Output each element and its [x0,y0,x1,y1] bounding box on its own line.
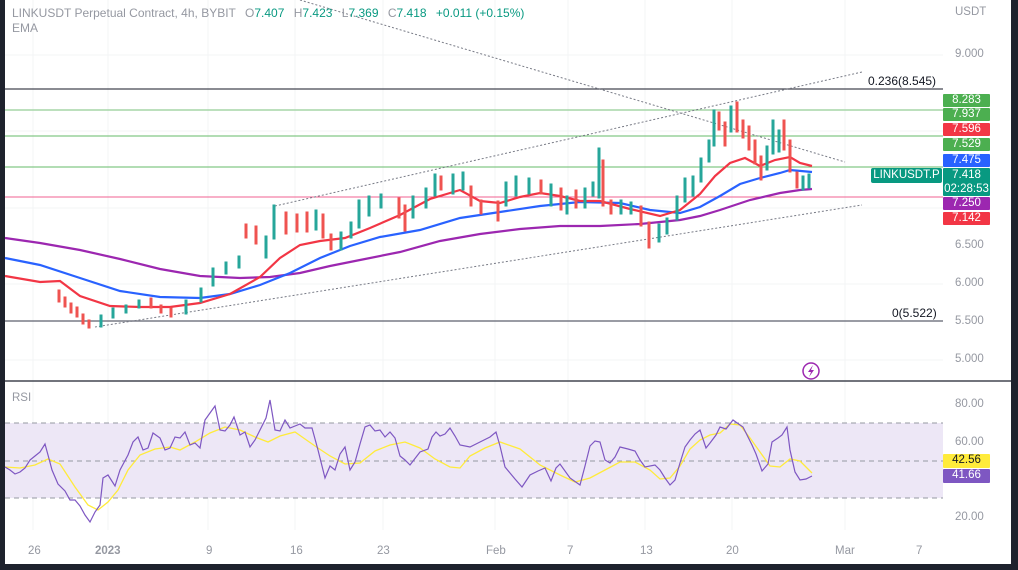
time-label: 7 [567,545,574,557]
flash-event-icon[interactable] [802,362,820,380]
time-label: 7 [916,545,923,557]
rsi-value-tag: 41.66 [943,469,990,483]
rsi-band-lines [5,422,943,499]
high-label: H [293,6,303,20]
ema-mid-line [4,168,813,300]
chart-legend: LINKUSDT Perpetual Contract, 4h, BYBIT O… [12,6,524,36]
indicator-label[interactable]: EMA [12,21,39,35]
ema-slow-line [4,187,813,280]
rsi-tick: 60.00 [955,436,984,448]
low-value: 7.369 [348,6,379,20]
last-price-value: 7.418 [952,169,981,181]
high-value: 7.423 [302,6,333,20]
last-price-tag: 7.418 02:28:53 [943,168,990,196]
candlesticks [57,101,811,329]
change-value: +0.011 (+0.15%) [435,6,525,20]
price-tick: 9.000 [955,48,984,60]
price-tag-7596: 7.596 [943,123,990,136]
time-label: Mar [835,545,855,557]
price-tag-7529: 7.529 [943,138,990,151]
price-tag-8283: 8.283 [943,94,990,107]
open-label: O [245,6,255,20]
rsi-tick: 20.00 [955,511,984,523]
time-label: Feb [486,545,506,557]
time-label: 23 [377,545,390,557]
rsi-ma-line [4,423,813,511]
price-tag-7475: 7.475 [943,154,990,167]
rsi-tick: 80.00 [955,398,984,410]
price-axis-unit: USDT [955,6,987,18]
time-label: 13 [640,545,653,557]
price-tag-7937: 7.937 [943,108,990,121]
low-label: L [341,6,349,20]
symbol-title[interactable]: LINKUSDT Perpetual Contract, 4h, BYBIT [12,6,236,20]
time-label: 9 [206,545,213,557]
close-label: C [387,6,397,20]
price-tag-7142: 7.142 [943,212,990,225]
price-tick: 5.000 [955,353,984,365]
symbol-price-label: LINKUSDT.P [871,168,942,183]
time-label: 16 [290,545,303,557]
time-label: 26 [28,545,41,557]
trend-lines [94,0,863,328]
time-label: 2023 [95,545,121,557]
fib-label-top: 0.236(8.545) [868,74,937,88]
price-tick: 6.500 [955,239,984,251]
price-tick: 6.000 [955,277,984,289]
open-value: 7.407 [254,6,285,20]
rsi-ma-tag: 42.56 [943,454,990,468]
rsi-line [4,399,813,524]
close-value: 7.418 [396,6,427,20]
price-tick: 5.500 [955,315,984,327]
bar-countdown: 02:28:53 [944,183,989,195]
time-label: 20 [726,545,739,557]
fib-label-bottom: 0(5.522) [892,306,937,320]
rsi-title[interactable]: RSI [12,392,32,404]
price-tag-7250: 7.250 [943,197,990,210]
